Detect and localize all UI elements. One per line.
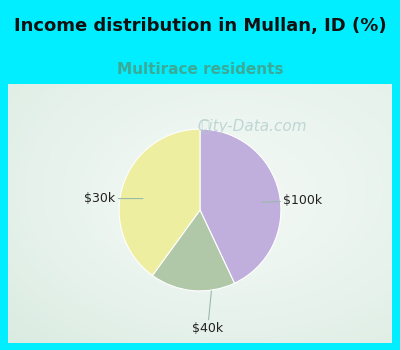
Text: $30k: $30k [84, 192, 143, 205]
Wedge shape [119, 129, 200, 275]
Wedge shape [152, 210, 234, 291]
Text: $40k: $40k [192, 291, 223, 336]
Text: City-Data.com: City-Data.com [188, 119, 307, 134]
Text: Multirace residents: Multirace residents [117, 63, 283, 77]
Wedge shape [200, 129, 281, 283]
Text: Income distribution in Mullan, ID (%): Income distribution in Mullan, ID (%) [14, 17, 386, 35]
Text: $100k: $100k [262, 194, 322, 207]
Text: ⦿: ⦿ [200, 119, 209, 134]
